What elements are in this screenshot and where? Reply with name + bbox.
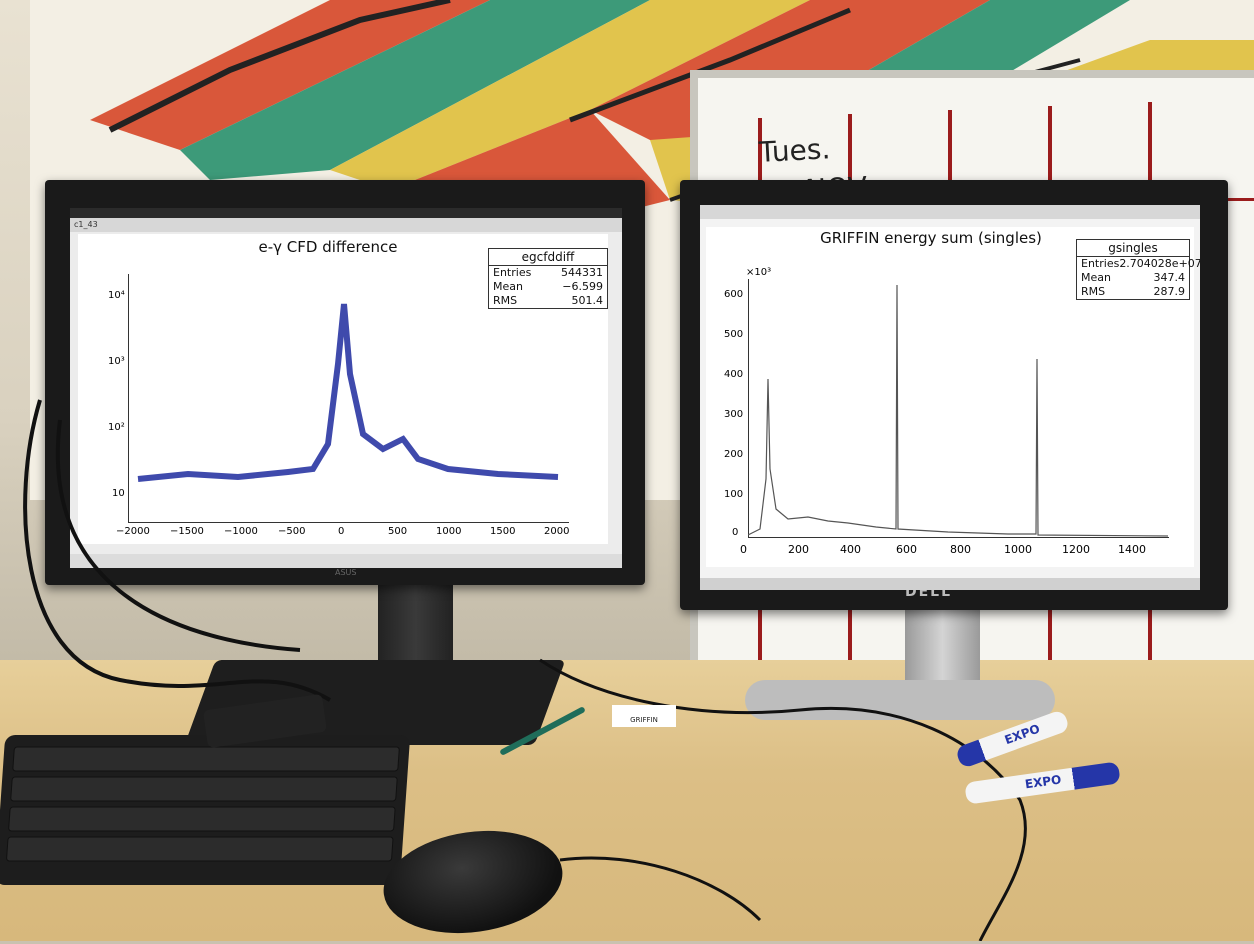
left-plot-canvas: e-γ CFD difference egcfddiff Entries 5443…: [78, 234, 608, 544]
left-stats-box: egcfddiff Entries 544331 Mean −6.599 RMS 50…: [488, 248, 608, 309]
right-plot-frame: [748, 279, 1169, 538]
x-tick-label: 0: [338, 526, 345, 537]
x-axis-ticks: −2000 −1500 −1000 −500 0 500 1000 1500 2…: [116, 526, 586, 540]
y-tick-label: 200: [724, 449, 744, 460]
x-tick-label: 1400: [1118, 543, 1146, 556]
x-axis-ticks: 0 200 400 600 800 1000 1200 1400: [740, 543, 1180, 557]
right-stats-box: gsingles Entries 2.704028e+07 Mean 347.4 R…: [1076, 239, 1200, 300]
y-multiplier: ×10³: [746, 267, 772, 278]
cables: [23, 399, 1027, 941]
sticker-text: GRIFFIN: [630, 716, 658, 724]
keyboard-keys: [6, 746, 400, 862]
x-tick-label: −1000: [224, 526, 258, 537]
x-tick-label: 1500: [490, 526, 516, 537]
left-histogram: [137, 303, 559, 482]
right-monitor-screen: GRIFFIN energy sum (singles) gsingles En…: [700, 205, 1200, 590]
root-canvas-titlebar: c1_43: [70, 218, 622, 232]
y-tick-label: 500: [724, 329, 744, 340]
stats-row: RMS 287.9: [1081, 285, 1185, 298]
whiteboard-day: Tues.: [758, 132, 832, 169]
left-plot-title: e-γ CFD difference: [258, 238, 398, 256]
stats-row: Mean −6.599: [493, 280, 603, 293]
y-tick-label: 300: [724, 409, 744, 420]
x-tick-label: 400: [840, 543, 861, 556]
x-tick-label: 2000: [544, 526, 570, 537]
y-tick-label: 10: [112, 488, 125, 499]
marker-label: EXPO: [1024, 772, 1063, 792]
taskbar: [700, 578, 1200, 590]
x-tick-label: 1000: [1004, 543, 1032, 556]
x-tick-label: 200: [788, 543, 809, 556]
y-tick-label: 0: [732, 527, 739, 538]
x-tick-label: −500: [278, 526, 306, 537]
x-tick-label: 800: [950, 543, 971, 556]
x-tick-label: −2000: [116, 526, 150, 537]
griffin-sticker: GRIFFIN: [612, 705, 676, 727]
left-plot-frame: [128, 274, 569, 523]
x-tick-label: −1500: [170, 526, 204, 537]
keyboard: [0, 735, 411, 885]
right-plot-title: GRIFFIN energy sum (singles): [820, 229, 1042, 247]
desktop-top-panel: [70, 208, 622, 218]
stats-name: gsingles: [1077, 240, 1189, 257]
stats-row: Entries 544331: [493, 266, 603, 279]
right-plot-canvas: GRIFFIN energy sum (singles) gsingles En…: [706, 227, 1200, 567]
x-tick-label: 500: [388, 526, 408, 537]
stats-row: Entries 2.704028e+07: [1081, 257, 1200, 270]
x-tick-label: 0: [740, 543, 747, 556]
y-tick-label: 400: [724, 369, 744, 380]
stats-row: Mean 347.4: [1081, 271, 1185, 284]
y-tick-label: 600: [724, 289, 744, 300]
root-canvas-titlebar: [700, 205, 1200, 219]
left-monitor-screen: c1_43 e-γ CFD difference egcfddiff Entri…: [70, 208, 622, 568]
y-tick-label: 100: [724, 489, 744, 500]
right-monitor-base: [745, 680, 1055, 720]
y-tick-label: 10²: [108, 422, 125, 433]
x-tick-label: 1000: [436, 526, 462, 537]
stats-name: egcfddiff: [489, 249, 607, 266]
left-monitor-brand: ASUS: [335, 568, 357, 577]
x-tick-label: 1200: [1062, 543, 1090, 556]
right-histogram: [748, 284, 1168, 537]
y-tick-label: 10³: [108, 356, 125, 367]
stats-row: RMS 501.4: [493, 294, 603, 307]
taskbar: [70, 554, 622, 568]
y-tick-label: 10⁴: [108, 290, 125, 301]
x-tick-label: 600: [896, 543, 917, 556]
window-title: c1_43: [74, 220, 98, 229]
